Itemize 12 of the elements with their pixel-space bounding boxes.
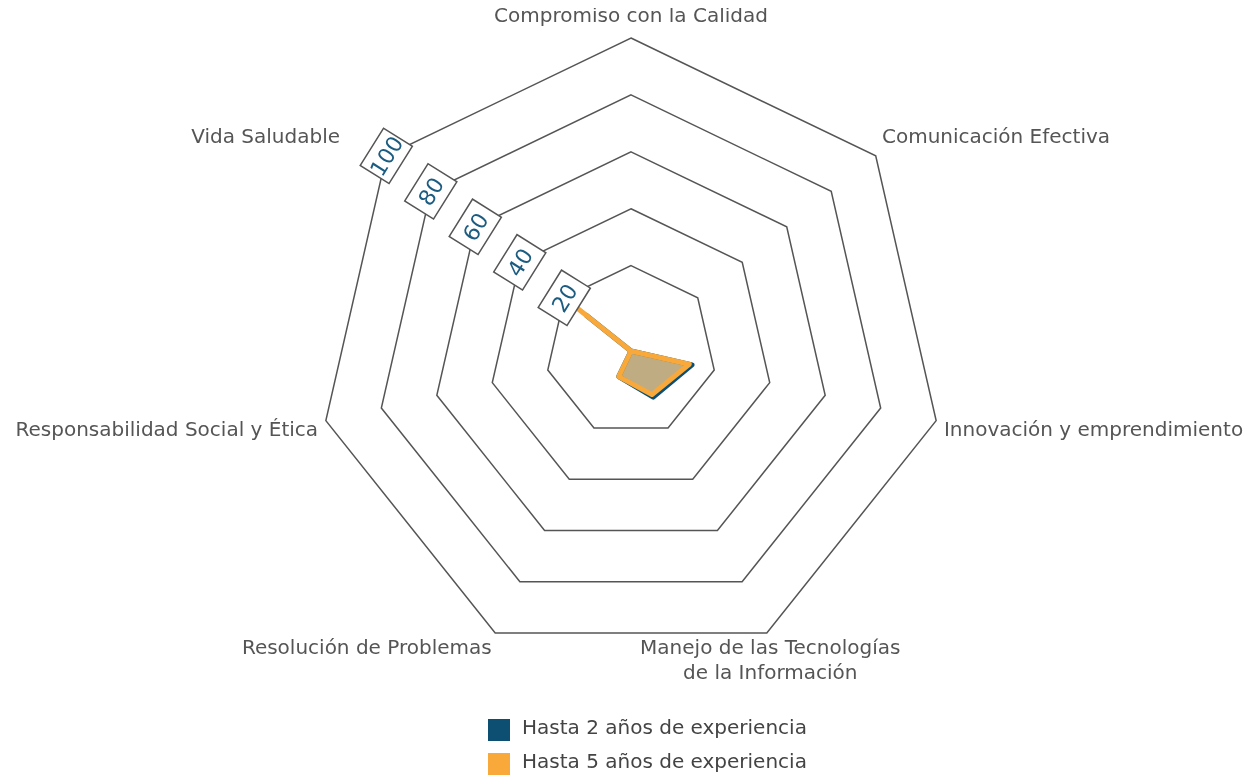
- y-tick-label: 80: [413, 173, 450, 211]
- spoke-label: Manejo de las Tecnologías de la Información: [640, 635, 901, 685]
- spoke-label: Vida Saludable: [191, 123, 341, 148]
- spoke-label: Responsabilidad Social y Ética: [15, 417, 319, 442]
- spoke-label: Comunicación Efectiva: [881, 123, 1111, 148]
- spoke-label: Resolución de Problemas: [241, 635, 492, 660]
- legend-label: Hasta 2 años de experiencia: [522, 715, 807, 739]
- legend-label: Hasta 5 años de experiencia: [522, 749, 807, 773]
- y-tick-label: 60: [457, 208, 494, 246]
- spoke-label: Innovación y emprendimiento: [943, 417, 1244, 442]
- y-tick-label: 20: [546, 279, 583, 317]
- y-tick-label: 40: [502, 244, 539, 282]
